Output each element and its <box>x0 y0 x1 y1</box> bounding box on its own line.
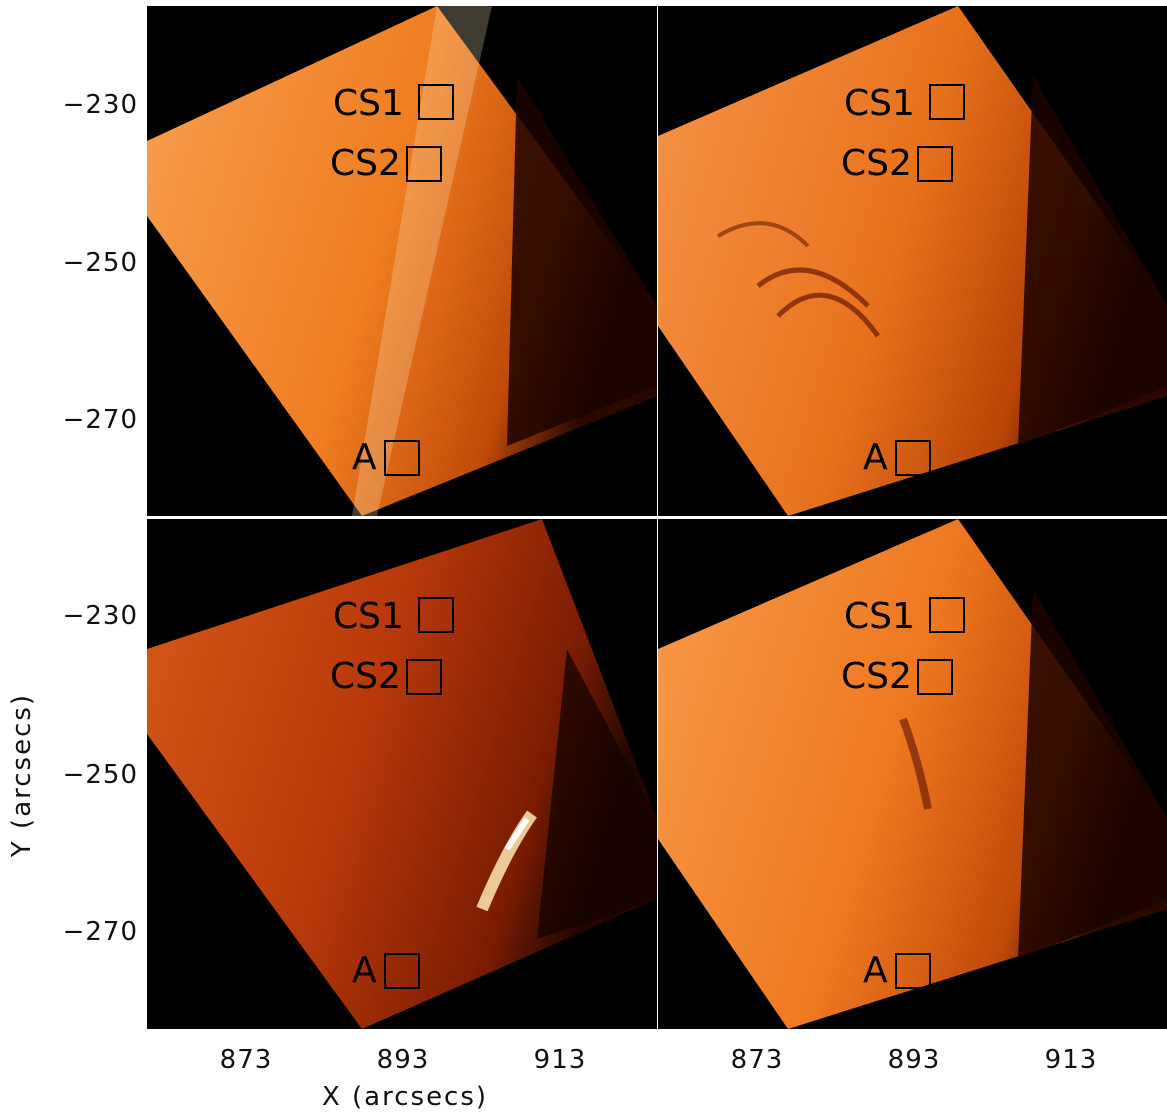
solar-image-top-right <box>658 6 1167 516</box>
label-cs1: CS1 <box>844 83 915 124</box>
box-cs1 <box>929 84 965 120</box>
solar-image-top-left <box>147 6 657 516</box>
label-a: A <box>863 437 888 478</box>
y-tick-bottom-2: −250 <box>62 760 138 790</box>
label-cs2: CS2 <box>841 656 912 697</box>
panel-top-right: CS1 CS2 A <box>658 6 1167 516</box>
label-a: A <box>352 950 377 991</box>
x-tick-left-2: 893 <box>376 1045 430 1075</box>
box-cs2 <box>917 659 953 695</box>
label-a: A <box>863 950 888 991</box>
box-cs1 <box>929 597 965 633</box>
y-tick-bottom-1: −230 <box>62 601 138 631</box>
box-cs2 <box>406 146 442 182</box>
label-cs2: CS2 <box>330 656 401 697</box>
box-cs2 <box>406 659 442 695</box>
x-tick-right-2: 893 <box>887 1045 941 1075</box>
panel-bottom-left: CS1 CS2 A <box>147 519 657 1029</box>
label-cs2: CS2 <box>841 143 912 184</box>
box-a <box>384 953 420 989</box>
label-a: A <box>352 437 377 478</box>
box-cs1 <box>418 84 454 120</box>
y-tick-top-2: −250 <box>62 248 138 278</box>
y-tick-top-3: −270 <box>62 405 138 435</box>
panel-bottom-right: CS1 CS2 A <box>658 519 1167 1029</box>
label-cs1: CS1 <box>333 83 404 124</box>
box-a <box>895 440 931 476</box>
box-a <box>384 440 420 476</box>
x-tick-right-1: 873 <box>730 1045 784 1075</box>
solar-image-bottom-left <box>147 519 657 1029</box>
y-tick-bottom-3: −270 <box>62 917 138 947</box>
box-a <box>895 953 931 989</box>
box-cs1 <box>418 597 454 633</box>
panel-top-left: CS1 CS2 A <box>147 6 657 516</box>
label-cs2: CS2 <box>330 143 401 184</box>
solar-image-bottom-right <box>658 519 1167 1029</box>
x-tick-left-1: 873 <box>219 1045 273 1075</box>
label-cs1: CS1 <box>333 596 404 637</box>
box-cs2 <box>917 146 953 182</box>
x-tick-left-3: 913 <box>533 1045 587 1075</box>
x-axis-title: X (arcsecs) <box>321 1082 489 1112</box>
label-cs1: CS1 <box>844 596 915 637</box>
x-tick-right-3: 913 <box>1044 1045 1098 1075</box>
y-tick-top-1: −230 <box>62 90 138 120</box>
